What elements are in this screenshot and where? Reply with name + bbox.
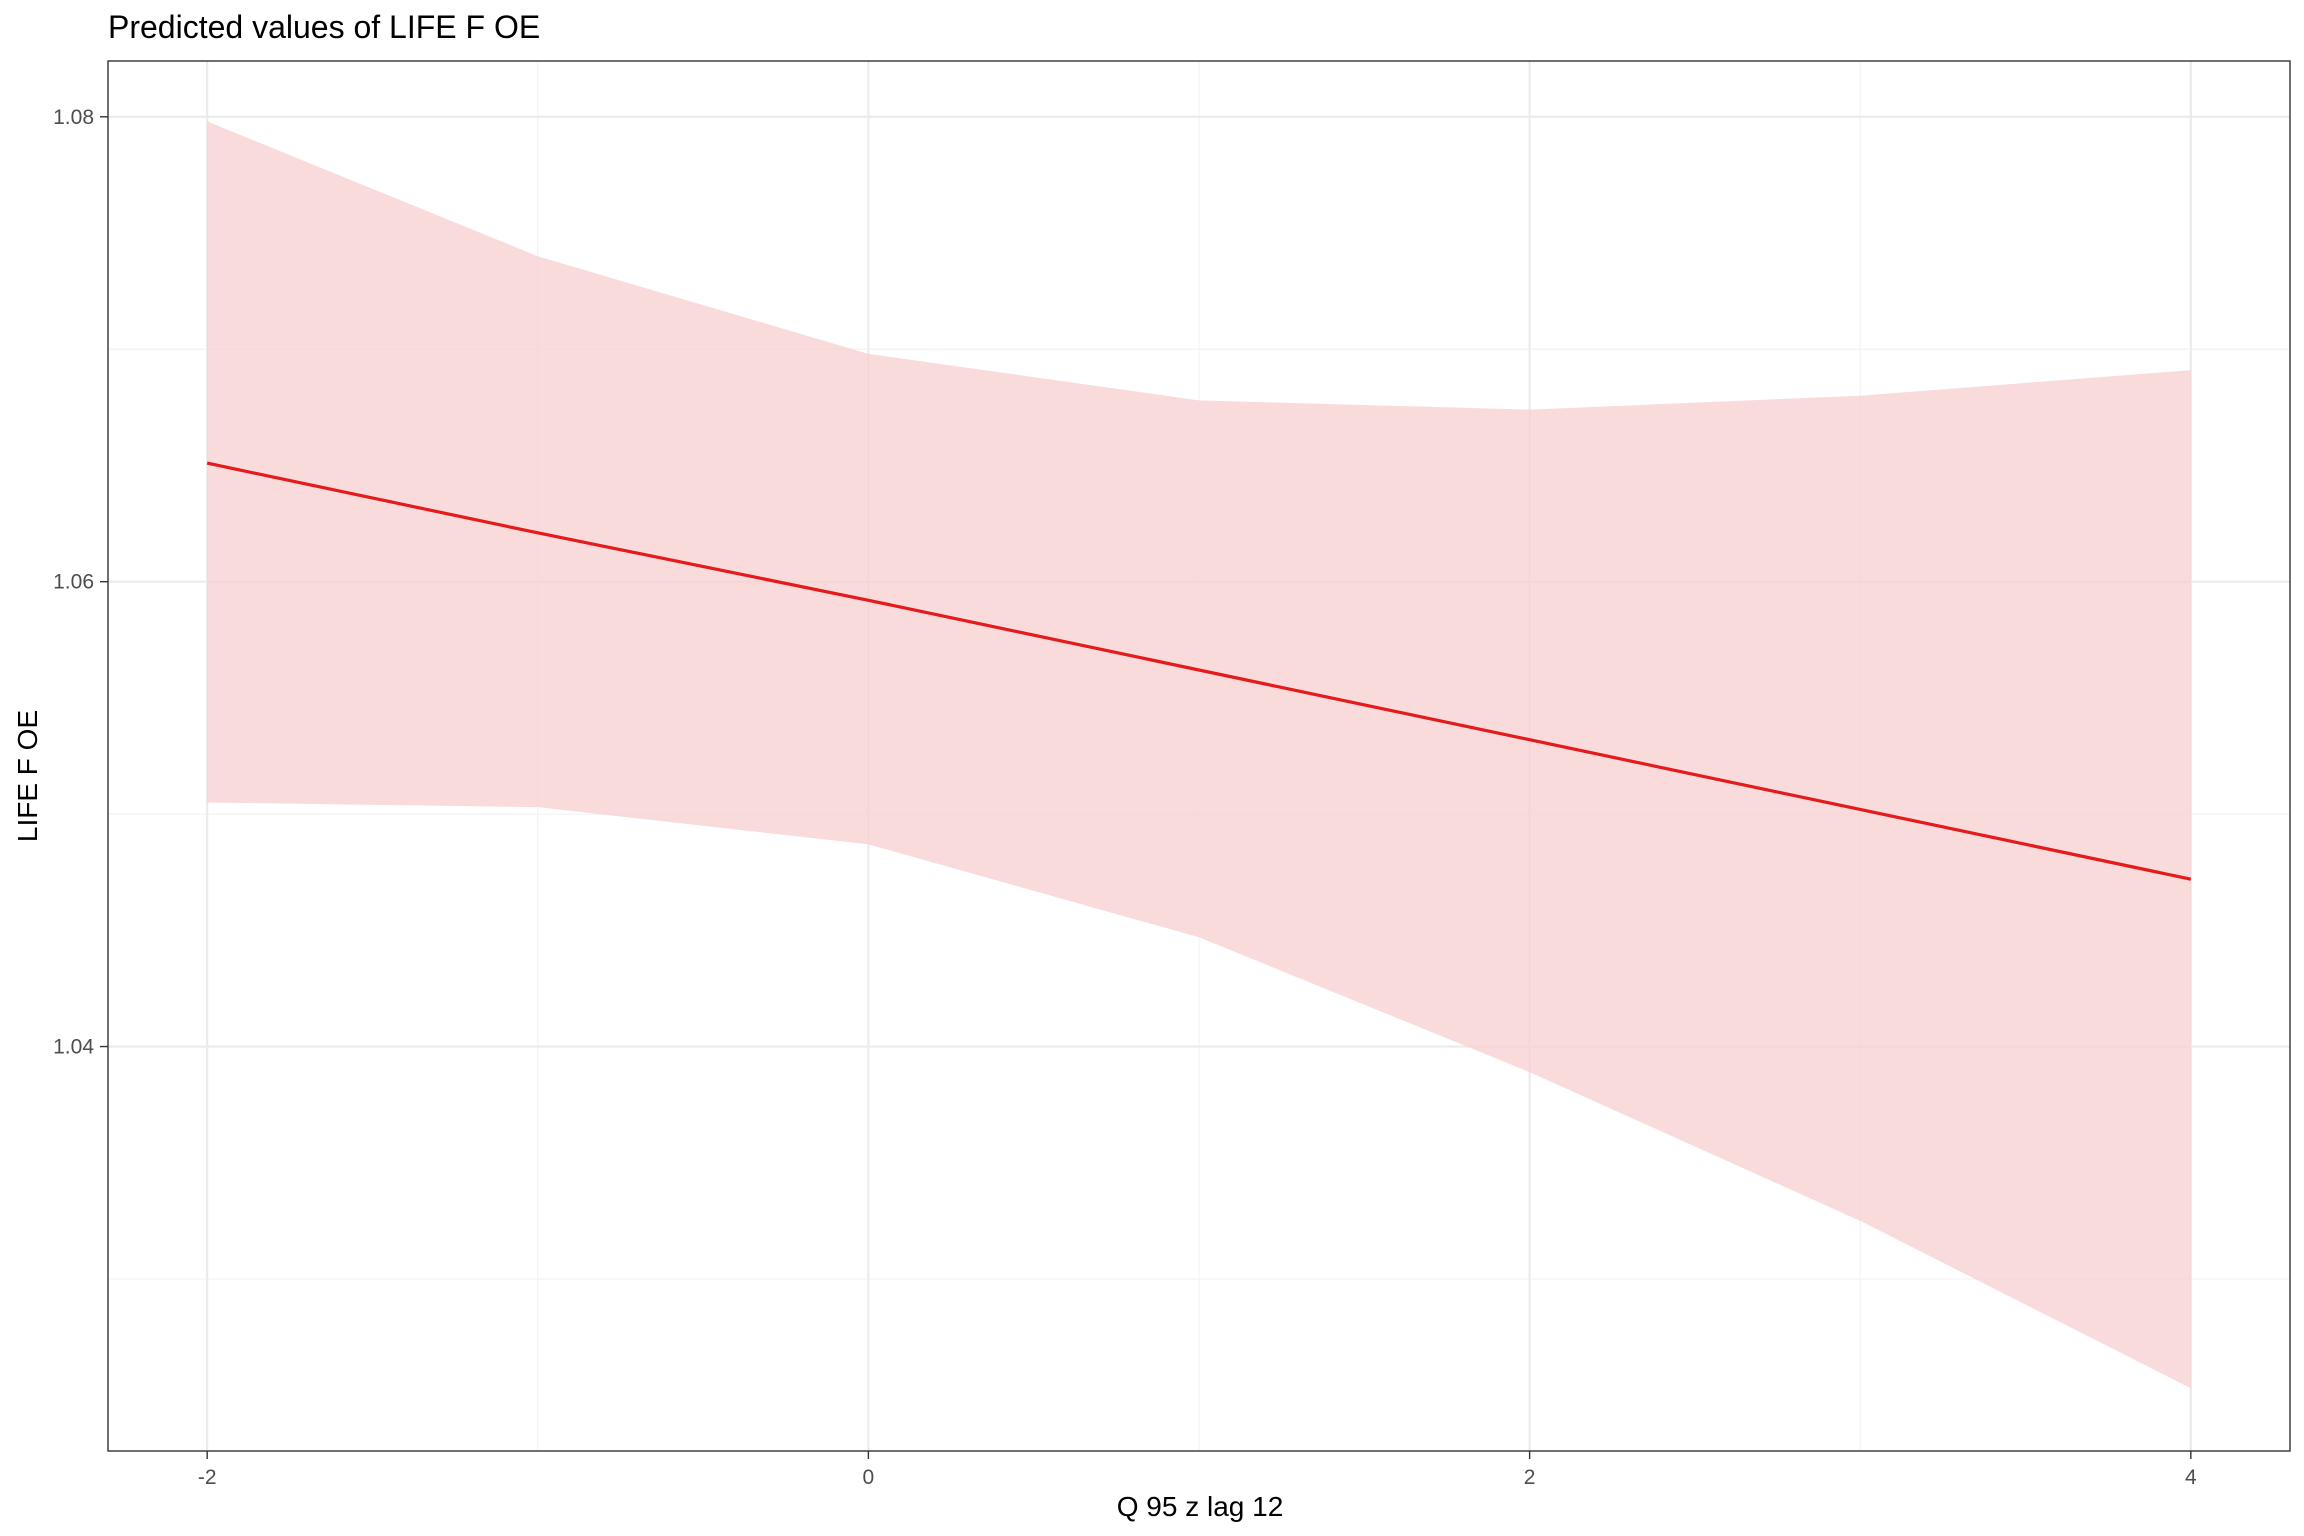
- x-tick-label: 4: [2185, 1466, 2197, 1489]
- x-axis-title: Q 95 z lag 12: [1117, 1491, 1284, 1522]
- x-tick-label: -2: [198, 1466, 217, 1489]
- y-tick-label: 1.06: [53, 571, 94, 594]
- confidence-band-layer: [207, 121, 2191, 1389]
- panel-border: [107, 60, 2291, 1452]
- prediction-line-layer: [206, 461, 2192, 881]
- y-axis-title: LIFE F OE: [12, 710, 43, 842]
- y-axis: 1.04 1.06 1.08: [53, 106, 108, 1059]
- x-axis: -2 0 2 4: [198, 1451, 2197, 1489]
- x-tick-label: 2: [1524, 1466, 1536, 1489]
- y-tick-label: 1.04: [53, 1036, 94, 1059]
- y-tick-label: 1.08: [53, 106, 94, 129]
- x-tick-label: 0: [863, 1466, 875, 1489]
- prediction-line: [206, 461, 2192, 881]
- chart-title: Predicted values of LIFE F OE: [108, 9, 540, 45]
- confidence-band: [207, 121, 2191, 1389]
